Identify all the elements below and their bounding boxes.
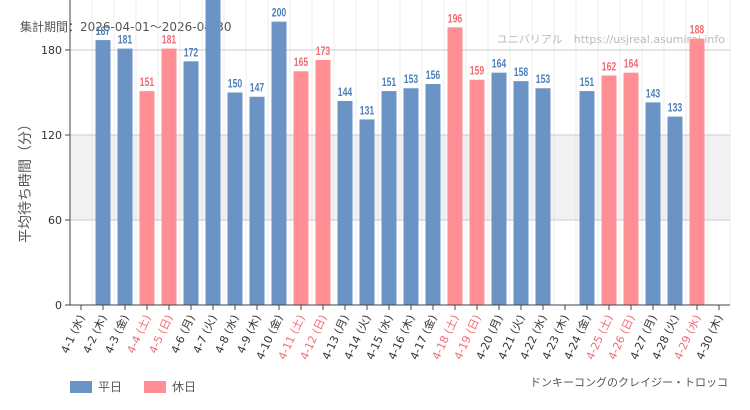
bar xyxy=(403,88,419,305)
data-label: 165 xyxy=(294,57,309,70)
bar xyxy=(425,84,441,305)
data-label: 187 xyxy=(96,26,111,39)
y-tick-label: 0 xyxy=(55,299,62,312)
bar xyxy=(689,38,705,306)
bar xyxy=(337,101,353,305)
y-tick-label: 120 xyxy=(41,129,62,142)
bar xyxy=(249,96,265,305)
bar xyxy=(469,79,485,305)
bar xyxy=(447,27,463,305)
data-label: 159 xyxy=(470,66,485,79)
data-label: 196 xyxy=(448,13,463,26)
legend-swatch-holiday xyxy=(144,380,167,393)
data-label: 164 xyxy=(492,58,507,71)
bar xyxy=(535,88,551,305)
data-label: 200 xyxy=(272,7,287,20)
data-label: 147 xyxy=(250,83,265,96)
data-label: 153 xyxy=(404,74,419,87)
bar xyxy=(667,116,683,305)
data-label: 151 xyxy=(580,77,595,90)
data-label: 133 xyxy=(668,102,683,115)
legend-label-weekday: 平日 xyxy=(98,380,123,394)
bar xyxy=(601,75,617,305)
bar xyxy=(315,59,331,305)
data-label: 164 xyxy=(624,58,639,71)
data-label: 173 xyxy=(316,46,331,59)
data-label: 131 xyxy=(360,105,375,118)
bar xyxy=(117,48,133,305)
legend: 平日 休日 xyxy=(70,378,196,395)
legend-label-holiday: 休日 xyxy=(172,380,197,394)
bar xyxy=(491,72,507,306)
data-label: 153 xyxy=(536,74,551,87)
data-label: 188 xyxy=(690,24,705,37)
bar xyxy=(579,91,595,305)
data-label: 181 xyxy=(162,34,177,47)
legend-item-holiday[interactable]: 休日 xyxy=(144,378,196,395)
watermark: ユニバリアル https://usjreal.asumirai.info xyxy=(497,33,725,46)
bar xyxy=(359,119,375,306)
data-label: 172 xyxy=(184,47,199,60)
bar xyxy=(645,102,661,306)
data-label: 144 xyxy=(338,87,353,100)
y-tick-label: 60 xyxy=(48,214,62,227)
period-label: 集計期間：2026-04-01〜2026-04-30 xyxy=(20,20,232,34)
bar xyxy=(271,21,287,306)
legend-item-weekday[interactable]: 平日 xyxy=(70,378,122,395)
data-label: 162 xyxy=(602,61,617,74)
data-label: 143 xyxy=(646,88,661,101)
data-label: 150 xyxy=(228,78,243,91)
bar xyxy=(183,61,199,306)
bar xyxy=(205,0,221,305)
data-label: 156 xyxy=(426,70,441,83)
data-label: 151 xyxy=(382,77,397,90)
data-label: 158 xyxy=(514,67,529,80)
bar xyxy=(381,91,397,305)
bar xyxy=(227,92,243,305)
bar xyxy=(293,71,309,305)
bar xyxy=(623,72,639,306)
attraction-name: ドンキーコングのクレイジー・トロッコ xyxy=(530,376,728,389)
y-axis-title: 平均待ち時間（分） xyxy=(18,117,34,243)
data-label: 151 xyxy=(140,77,155,90)
bar xyxy=(95,40,111,305)
y-tick-label: 180 xyxy=(41,44,62,57)
bar xyxy=(161,48,177,305)
bar xyxy=(513,81,529,306)
data-label: 181 xyxy=(118,34,133,47)
legend-swatch-weekday xyxy=(70,380,92,393)
bar xyxy=(139,91,155,305)
